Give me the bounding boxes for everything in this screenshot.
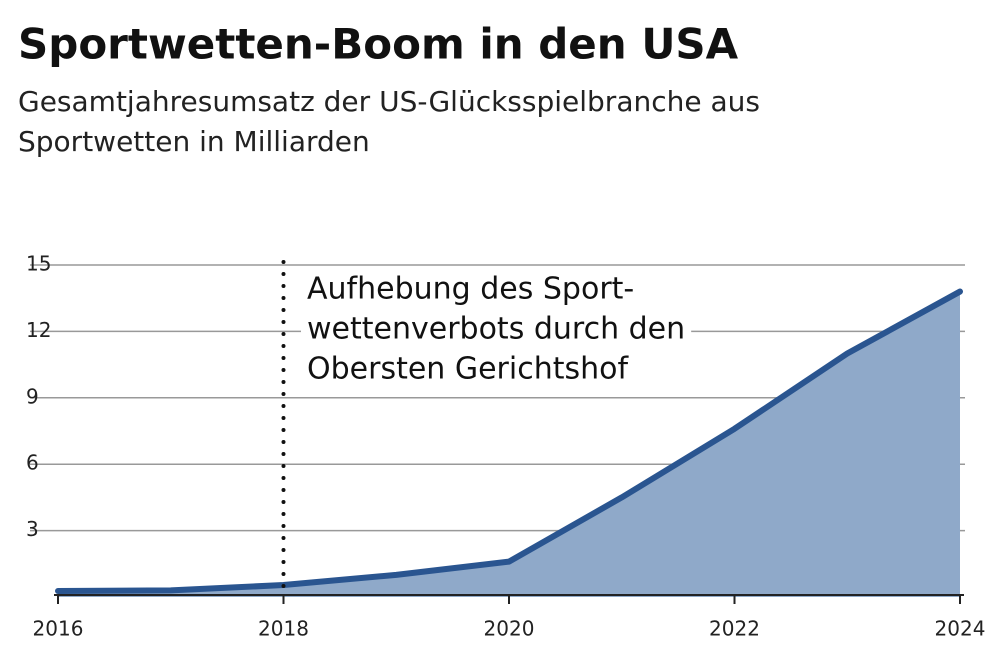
y-tick-label: 3: [26, 517, 39, 541]
annotation-text: wettenverbots durch den: [307, 312, 685, 347]
line: [55, 288, 963, 595]
area: [58, 291, 960, 597]
x-tick-label: 2020: [484, 617, 535, 641]
x-tick-label: 2024: [935, 617, 986, 641]
annotation-text: Aufhebung des Sport-: [307, 272, 634, 307]
chart-title: Sportwetten-Boom in den USA: [18, 20, 739, 69]
x-tick-label: 2022: [709, 617, 760, 641]
y-tick-label: 6: [26, 451, 39, 475]
annotation-text: Obersten Gerichtshof: [307, 352, 629, 387]
annotation-bg: [301, 353, 636, 385]
chart-subtitle: Sportwetten in Milliarden: [18, 125, 370, 158]
y-tick-label: 12: [26, 318, 51, 342]
chart-subtitle: Gesamtjahresumsatz der US-Glücksspielbra…: [18, 85, 760, 118]
x-tick-label: 2018: [258, 617, 309, 641]
annotation-bg: [301, 273, 641, 305]
annotation-bg: [301, 313, 692, 345]
x-tick-label: 2016: [33, 617, 84, 641]
y-tick-label: 15: [26, 252, 51, 276]
y-tick-label: 9: [26, 384, 39, 408]
